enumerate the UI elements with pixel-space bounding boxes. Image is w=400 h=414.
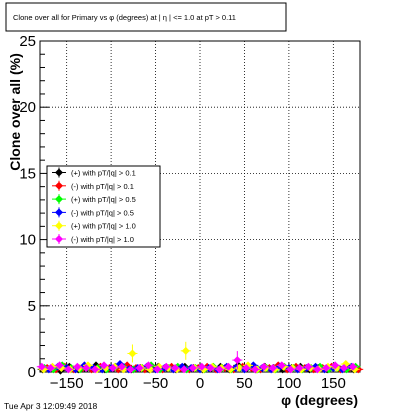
data-point	[215, 365, 224, 374]
data-point	[277, 361, 286, 370]
legend-label: (-) with pT/|q| > 0.1	[71, 182, 134, 191]
data-point	[331, 361, 340, 370]
data-point	[188, 364, 197, 373]
data-point	[180, 365, 188, 374]
y-tick-label: 15	[19, 165, 36, 182]
data-point	[171, 364, 180, 373]
data-point	[117, 362, 126, 371]
legend-label: (-) with pT/|q| > 0.5	[71, 208, 134, 217]
data-layer	[36, 341, 364, 375]
y-tick-label: 0	[28, 364, 36, 381]
data-point	[233, 356, 242, 365]
legend-marker	[55, 181, 63, 190]
y-tick-label: 5	[28, 298, 36, 315]
x-tick-label: −50	[143, 375, 168, 392]
data-point	[313, 365, 322, 374]
legend-marker	[55, 208, 63, 217]
legend-marker	[55, 221, 63, 230]
data-point	[260, 362, 268, 371]
legend-marker	[55, 195, 63, 204]
y-tick-label: 25	[19, 33, 36, 50]
y-tick-label: 20	[19, 99, 36, 116]
data-point	[126, 365, 135, 374]
data-point	[37, 362, 46, 371]
legend: (+) with pT/|q| > 0.1 (-) with pT/|q| > 0…	[46, 165, 161, 248]
data-point	[73, 362, 82, 371]
y-axis-title: Clone over all (%)	[7, 53, 23, 170]
data-point	[128, 349, 137, 358]
x-tick-label: −100	[94, 375, 128, 392]
data-point	[46, 364, 55, 373]
title-box: Clone over all for Primary vs φ (degrees…	[5, 2, 287, 32]
data-point	[295, 364, 304, 373]
x-tick-label: 100	[276, 375, 301, 392]
legend-frame	[46, 165, 161, 248]
x-tick-label: 0	[196, 375, 204, 392]
data-point	[197, 362, 206, 371]
chart-title: Clone over all for Primary vs φ (degrees…	[13, 13, 236, 22]
x-tick-label: −150	[50, 375, 84, 392]
data-point	[135, 364, 144, 373]
data-point	[322, 364, 331, 373]
data-point	[82, 364, 91, 373]
x-tick-label: 150	[321, 375, 346, 392]
data-point	[224, 362, 233, 371]
data-point	[144, 361, 153, 370]
data-point	[55, 361, 64, 370]
data-point	[162, 362, 171, 371]
legend-label: (+) with pT/|q| > 0.5	[71, 195, 136, 204]
legend-label: (+) with pT/|q| > 1.0	[71, 222, 136, 231]
data-point	[242, 364, 251, 373]
data-point	[340, 364, 348, 373]
data-point	[268, 364, 277, 373]
data-point	[64, 365, 73, 374]
data-point	[249, 361, 258, 370]
data-point	[304, 362, 313, 371]
tick-layer: 0 5 10 15 20 25 −150 −100 −50 0 50 100 150	[19, 33, 361, 392]
legend-marker	[55, 168, 63, 177]
x-tick-label: 50	[236, 375, 253, 392]
data-point	[206, 364, 215, 373]
legend-label: (-) with pT/|q| > 1.0	[71, 235, 134, 244]
title-box-frame	[5, 2, 287, 32]
timestamp: Tue Apr 3 12:09:49 2018	[4, 401, 98, 411]
y-tick-label: 10	[19, 232, 36, 249]
data-point	[108, 364, 117, 373]
data-point	[286, 365, 295, 374]
data-point	[251, 365, 260, 374]
data-point	[348, 362, 357, 371]
legend-marker	[55, 235, 63, 243]
data-point	[181, 346, 190, 355]
legend-label: (+) with pT/|q| > 0.1	[71, 169, 136, 178]
data-point	[100, 361, 108, 370]
x-axis-title: φ (degrees)	[281, 392, 358, 408]
data-point	[153, 365, 162, 374]
data-point	[91, 365, 100, 374]
